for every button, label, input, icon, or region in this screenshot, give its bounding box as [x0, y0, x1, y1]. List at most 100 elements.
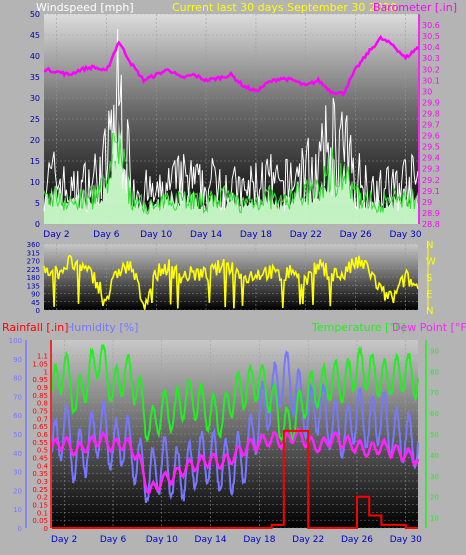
chart-title: Current last 30 days September 30 2020: [172, 1, 397, 14]
barometer-y-tick-label: 29.4: [422, 154, 440, 163]
temperature-y-tick-label: 90: [430, 347, 439, 355]
humidity-line: [51, 350, 419, 504]
barometer-y-tick-label: 30.2: [422, 65, 440, 74]
direction-y-tick-label: 180: [27, 274, 40, 282]
direction-y-tick-label: 135: [27, 282, 40, 290]
temp-x-tick-label: Day 2: [51, 535, 77, 545]
rainfall-y-tick-label: 0.2: [37, 494, 48, 502]
barometer-y-tick-label: 30.4: [422, 43, 440, 52]
humidity-y-tick-label: 40: [13, 450, 22, 458]
direction-y-tick-label: 45: [31, 299, 40, 307]
wind-y-tick-label: 45: [30, 31, 40, 40]
barometer-y-tick-label: 30.5: [422, 32, 440, 41]
direction-y-tick-label: 270: [27, 258, 40, 266]
barometer-y-tick-label: 29.2: [422, 176, 440, 185]
humidity-y-tick-label: 30: [13, 469, 22, 477]
humidity-y-tick-label: 50: [13, 431, 22, 439]
barometer-y-tick-label: 28.9: [422, 209, 440, 218]
temperature-y-tick-label: 50: [430, 431, 439, 439]
humidity-y-tick-label: 10: [13, 506, 22, 514]
wind-x-tick-label: Day 22: [290, 230, 322, 240]
wind-y-tick-label: 50: [30, 10, 40, 19]
rainfall-y-tick-label: 0.6: [37, 431, 49, 439]
barometer-y-tick-label: 29.1: [422, 187, 440, 196]
temp-x-tick-label: Day 14: [195, 535, 227, 545]
rainfall-y-tick-label: 0.15: [32, 502, 48, 510]
wind-gust-line: [43, 132, 419, 215]
dewpoint-label: Dew Point [°F]: [392, 321, 466, 334]
wind-y-tick-label: 35: [30, 73, 40, 82]
windspeed-title: Windspeed [mph]: [36, 1, 134, 14]
barometer-y-tick-label: 29.5: [422, 143, 440, 152]
wind-y-tick-label: 20: [30, 136, 40, 145]
barometer-y-tick-label: 28.8: [422, 220, 440, 229]
temp-x-tick-label: Day 18: [243, 535, 275, 545]
direction-y-tick-label: 315: [27, 249, 40, 257]
rainfall-y-tick-label: 0: [44, 525, 48, 533]
temperature-line: [51, 343, 419, 444]
humidity-y-tick-label: 100: [9, 337, 22, 345]
barometer-y-tick-label: 30.1: [422, 76, 440, 85]
wind-average-fill: [44, 119, 418, 224]
rainfall-y-tick-label: 0.7: [37, 415, 48, 423]
rainfall-y-tick-label: 1.05: [32, 361, 48, 369]
rainfall-y-tick-label: 0.5: [37, 447, 48, 455]
temperature-y-tick-label: 80: [430, 368, 439, 376]
barometer-title: Barometer [.in]: [373, 1, 457, 14]
barometer-line: [43, 34, 420, 97]
wind-direction-line: [43, 254, 419, 310]
humidity-y-tick-label: 0: [18, 525, 22, 533]
humidity-y-tick-label: 90: [13, 356, 22, 364]
wind-y-tick-label: 15: [30, 157, 40, 166]
rainfall-y-tick-label: 0.05: [32, 517, 48, 525]
direction-y-tick-label: 225: [27, 266, 40, 274]
barometer-y-tick-label: 29: [422, 198, 432, 207]
compass-label: N: [426, 306, 433, 317]
rainfall-y-tick-label: 0.55: [32, 439, 48, 447]
wind-x-tick-label: Day 18: [240, 230, 272, 240]
temp-x-tick-label: Day 6: [100, 535, 127, 545]
wind-x-tick-label: Day 6: [93, 230, 120, 240]
rainfall-y-tick-label: 1: [44, 368, 48, 376]
rainfall-y-tick-label: 0.85: [32, 392, 48, 400]
rainfall-y-tick-label: 0.3: [37, 478, 48, 486]
temp-x-tick-label: Day 10: [146, 535, 178, 545]
compass-label: E: [426, 290, 432, 301]
temperature-y-tick-label: 10: [430, 515, 439, 523]
rainfall-y-tick-label: 0.45: [32, 455, 48, 463]
temp-x-tick-label: Day 26: [341, 535, 373, 545]
temperature-y-tick-label: 30: [430, 473, 439, 481]
temperature-y-tick-label: 20: [430, 494, 439, 502]
compass-label: N: [426, 240, 433, 251]
barometer-y-tick-label: 30.3: [422, 54, 440, 63]
chart-marks: [43, 28, 420, 529]
rainfall-y-tick-label: 0.95: [32, 376, 48, 384]
wind-x-tick-label: Day 2: [43, 230, 69, 240]
compass-label: S: [426, 273, 432, 284]
rainfall-y-tick-label: 0.65: [32, 423, 48, 431]
temperature-y-tick-label: 70: [430, 389, 439, 397]
compass-label: W: [426, 257, 436, 268]
direction-y-tick-label: 360: [27, 241, 40, 249]
wind-y-tick-label: 10: [30, 178, 40, 187]
barometer-y-tick-label: 30.6: [422, 21, 440, 30]
wind-x-tick-label: Day 30: [389, 230, 421, 240]
barometer-y-tick-label: 30: [422, 87, 432, 96]
humidity-y-tick-label: 70: [13, 393, 22, 401]
rainfall-y-tick-label: 0.25: [32, 486, 48, 494]
temp-x-tick-label: Day 22: [292, 535, 324, 545]
dewpoint-line: [50, 426, 420, 495]
wind-x-tick-label: Day 26: [340, 230, 372, 240]
barometer-y-tick-label: 29.3: [422, 165, 440, 174]
wind-x-tick-label: Day 14: [190, 230, 222, 240]
wind-y-tick-label: 25: [30, 115, 40, 124]
rainfall-y-tick-label: 0.1: [37, 509, 48, 517]
barometer-y-tick-label: 29.6: [422, 132, 440, 141]
barometer-y-tick-label: 29.7: [422, 121, 440, 130]
humidity-y-tick-label: 20: [13, 487, 22, 495]
wind-y-tick-label: 5: [35, 199, 40, 208]
wind-y-tick-label: 40: [30, 52, 40, 61]
direction-y-tick-label: 0: [36, 307, 40, 315]
rainfall-y-tick-label: 1.1: [37, 353, 48, 361]
